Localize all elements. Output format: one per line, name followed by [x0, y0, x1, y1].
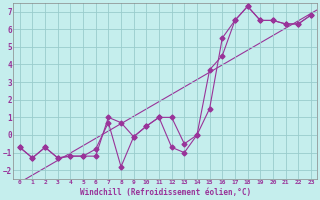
X-axis label: Windchill (Refroidissement éolien,°C): Windchill (Refroidissement éolien,°C) [80, 188, 251, 197]
